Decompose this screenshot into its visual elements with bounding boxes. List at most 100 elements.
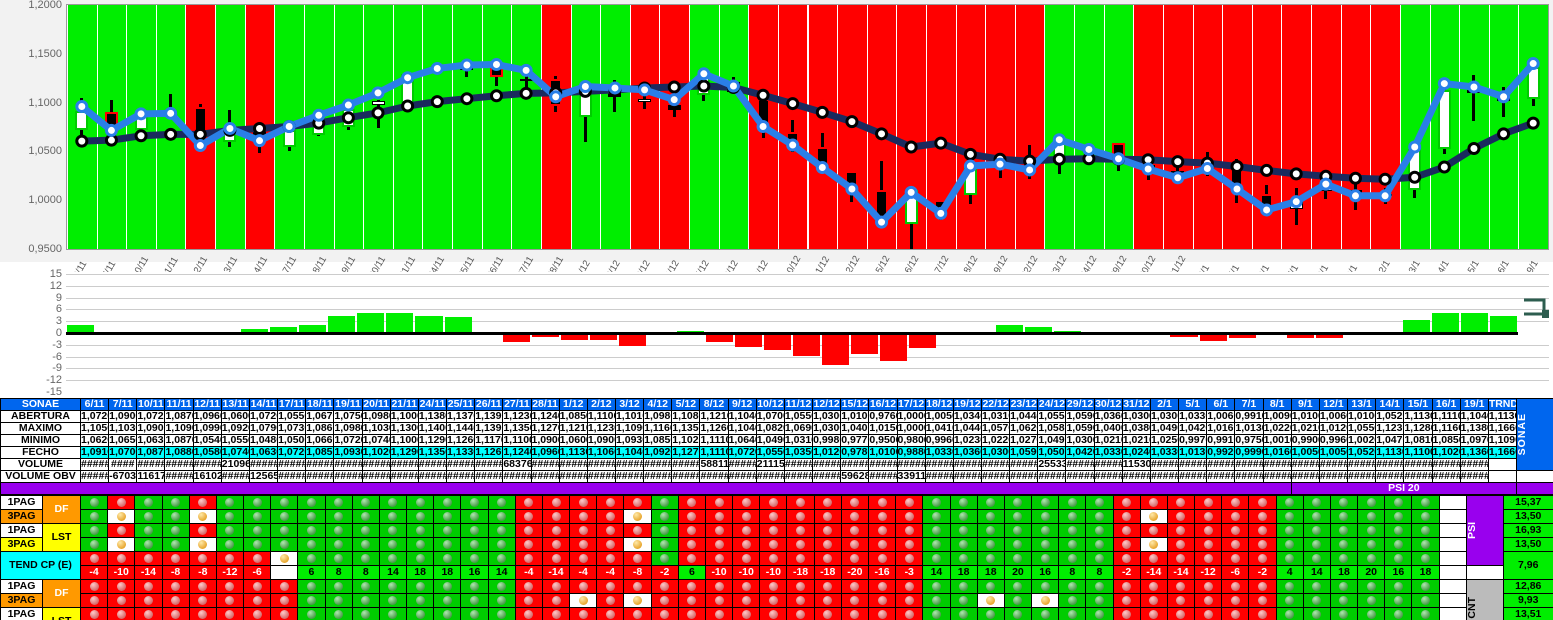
- signal-cell[interactable]: [1003, 593, 1033, 608]
- signal-cell[interactable]: [188, 579, 217, 594]
- signal-cell[interactable]: [867, 607, 897, 620]
- date-column-header[interactable]: 14/11: [248, 398, 279, 411]
- signal-cell[interactable]: [840, 523, 869, 538]
- signal-cell[interactable]: [541, 523, 571, 538]
- signal-cell[interactable]: [378, 607, 408, 620]
- signal-cell[interactable]: [1221, 523, 1250, 538]
- signal-cell[interactable]: [1085, 509, 1114, 524]
- signal-cell[interactable]: [786, 495, 815, 510]
- signal-cell[interactable]: [922, 579, 951, 594]
- signal-cell[interactable]: [378, 523, 408, 538]
- signal-cell[interactable]: [813, 537, 842, 552]
- signal-cell[interactable]: [487, 495, 516, 510]
- signal-cell[interactable]: [514, 537, 543, 552]
- tend-dot-cell[interactable]: [270, 551, 299, 566]
- signal-cell[interactable]: [867, 593, 897, 608]
- tend-dot-cell[interactable]: [161, 551, 190, 566]
- date-column-header[interactable]: 25/11: [446, 398, 476, 411]
- signal-cell[interactable]: [1248, 495, 1277, 510]
- signal-cell[interactable]: [704, 537, 734, 552]
- signal-cell[interactable]: [351, 593, 380, 608]
- date-column-header[interactable]: 18/12: [924, 398, 954, 411]
- signal-cell[interactable]: [704, 593, 734, 608]
- signal-cell[interactable]: [188, 495, 217, 510]
- signal-cell[interactable]: [1031, 593, 1060, 608]
- signal-cell[interactable]: [1302, 593, 1331, 608]
- signal-cell[interactable]: [569, 495, 598, 510]
- date-column-header[interactable]: 5/1: [1178, 398, 1208, 411]
- signal-cell[interactable]: [406, 607, 435, 620]
- signal-cell[interactable]: [759, 607, 788, 620]
- signal-cell[interactable]: [297, 579, 326, 594]
- signal-cell[interactable]: [1085, 495, 1114, 510]
- tend-dot-cell[interactable]: [514, 551, 543, 566]
- signal-cell[interactable]: [487, 593, 516, 608]
- signal-cell[interactable]: [514, 593, 543, 608]
- signal-cell[interactable]: [623, 537, 652, 552]
- signal-cell[interactable]: [786, 607, 815, 620]
- signal-cell[interactable]: [1329, 523, 1359, 538]
- date-column-header[interactable]: 2/12: [586, 398, 616, 411]
- signal-cell[interactable]: [1031, 607, 1060, 620]
- signal-cell[interactable]: [1058, 579, 1087, 594]
- date-column-header[interactable]: 15/12: [840, 398, 870, 411]
- signal-cell[interactable]: [1302, 537, 1331, 552]
- signal-cell[interactable]: [759, 509, 788, 524]
- signal-cell[interactable]: [1139, 593, 1168, 608]
- signal-cell[interactable]: [1166, 523, 1196, 538]
- signal-cell[interactable]: [759, 495, 788, 510]
- tend-dot-cell[interactable]: [324, 551, 353, 566]
- signal-cell[interactable]: [1166, 607, 1196, 620]
- signal-cell[interactable]: [134, 495, 163, 510]
- signal-cell[interactable]: [1085, 537, 1114, 552]
- signal-cell[interactable]: [677, 593, 706, 608]
- date-column-header[interactable]: 8/1: [1262, 398, 1292, 411]
- signal-cell[interactable]: [1411, 495, 1440, 510]
- signal-cell[interactable]: [1275, 579, 1304, 594]
- signal-cell[interactable]: [1112, 523, 1141, 538]
- signal-cell[interactable]: [215, 607, 245, 620]
- signal-cell[interactable]: [324, 523, 353, 538]
- signal-cell[interactable]: [541, 593, 571, 608]
- signal-cell[interactable]: [1031, 537, 1060, 552]
- signal-cell[interactable]: [541, 607, 571, 620]
- signal-cell[interactable]: [596, 579, 625, 594]
- signal-cell[interactable]: [813, 495, 842, 510]
- signal-cell[interactable]: [134, 509, 163, 524]
- signal-cell[interactable]: [1003, 537, 1033, 552]
- signal-cell[interactable]: [1248, 593, 1277, 608]
- signal-cell[interactable]: [487, 579, 516, 594]
- signal-cell[interactable]: [732, 537, 761, 552]
- signal-cell[interactable]: [596, 607, 625, 620]
- signal-cell[interactable]: [541, 579, 571, 594]
- signal-cell[interactable]: [922, 593, 951, 608]
- signal-cell[interactable]: [949, 593, 978, 608]
- signal-cell[interactable]: [1058, 509, 1087, 524]
- signal-cell[interactable]: [514, 579, 543, 594]
- signal-cell[interactable]: [569, 509, 598, 524]
- signal-cell[interactable]: [1329, 579, 1359, 594]
- signal-cell[interactable]: [107, 607, 136, 620]
- signal-cell[interactable]: [1275, 607, 1304, 620]
- signal-cell[interactable]: [976, 523, 1005, 538]
- signal-cell[interactable]: [1411, 593, 1440, 608]
- signal-cell[interactable]: [1058, 495, 1087, 510]
- signal-cell[interactable]: [487, 509, 516, 524]
- signal-cell[interactable]: [460, 537, 489, 552]
- signal-cell[interactable]: [976, 495, 1005, 510]
- signal-cell[interactable]: [623, 593, 652, 608]
- signal-cell[interactable]: [623, 523, 652, 538]
- signal-cell[interactable]: [1329, 593, 1359, 608]
- signal-cell[interactable]: [650, 509, 679, 524]
- signal-cell[interactable]: [514, 509, 543, 524]
- signal-cell[interactable]: [949, 509, 978, 524]
- signal-cell[interactable]: [650, 523, 679, 538]
- signal-cell[interactable]: [650, 607, 679, 620]
- signal-cell[interactable]: [1248, 509, 1277, 524]
- tend-dot-cell[interactable]: [1302, 551, 1331, 566]
- signal-cell[interactable]: [1329, 537, 1359, 552]
- signal-cell[interactable]: [1357, 495, 1386, 510]
- signal-cell[interactable]: [324, 509, 353, 524]
- tend-dot-cell[interactable]: [541, 551, 571, 566]
- signal-cell[interactable]: [922, 607, 951, 620]
